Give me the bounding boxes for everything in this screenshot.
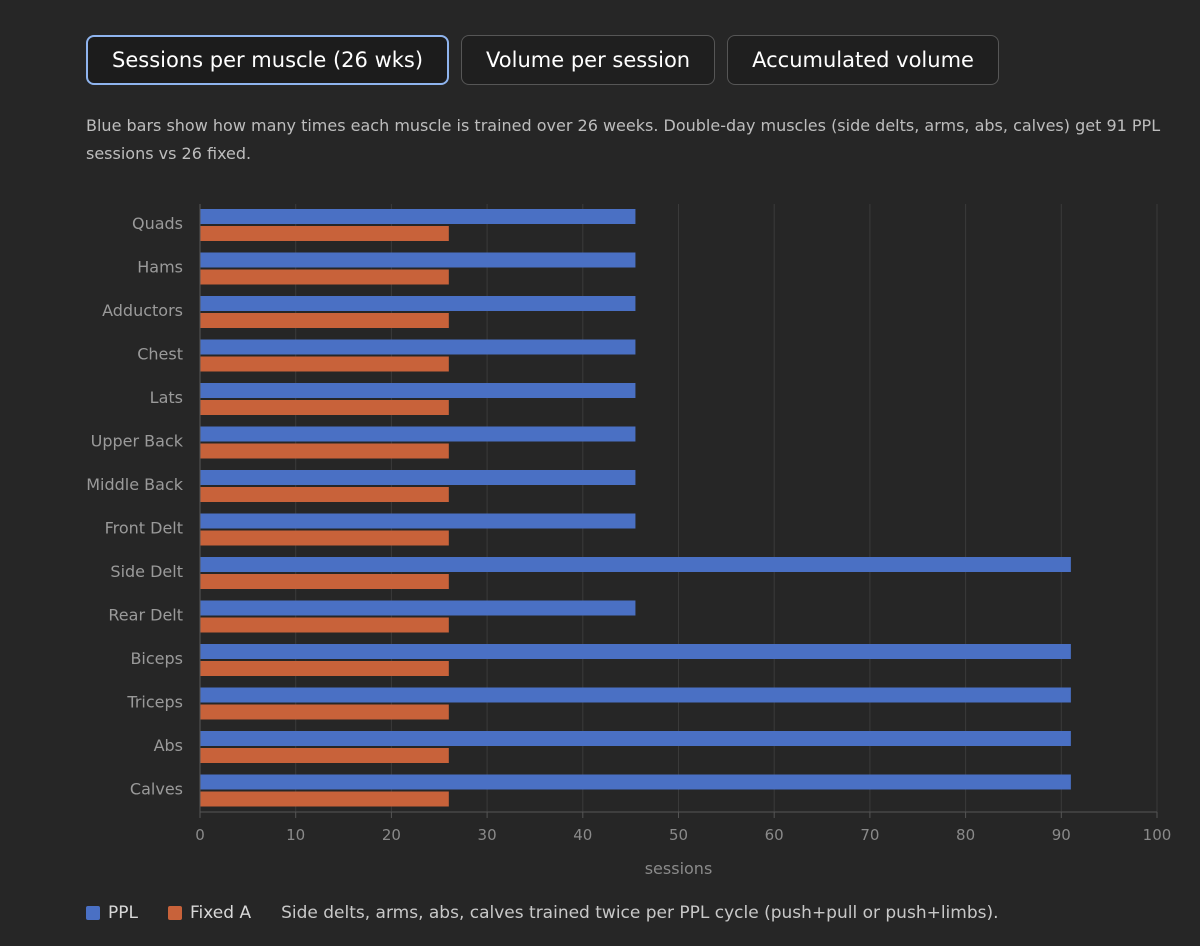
sessions-bar-chart: 0 10 20 30 40 50 60 70 80 90 100 Quads Hams Adductors… [86,204,1171,878]
legend-note: Side delts, arms, abs, calves trained tw… [281,903,999,923]
x-tick-label-40: 40 [573,826,592,844]
x-tick-label-50: 50 [669,826,688,844]
legend-label-fixed-a: Fixed A [189,903,252,923]
bar-fixed-a-rear-delt [200,617,449,633]
y-tick-label-calves: Calves [130,780,183,799]
tab-accumulated-volume[interactable]: Accumulated volume [727,35,999,85]
y-tick-label-triceps: Triceps [126,693,183,712]
bar-ppl-rear-delt [200,600,636,616]
grid-lines [199,204,1158,812]
chart-description: Blue bars show how many times each muscl… [86,116,1161,163]
y-tick-label-biceps: Biceps [130,649,183,668]
y-tick-label-lats: Lats [150,388,183,407]
bar-fixed-a-abs [200,748,449,763]
bar-ppl-biceps [200,644,1071,659]
y-tick-label-hams: Hams [137,258,183,277]
bar-ppl-hams [200,252,636,268]
bars [200,209,1071,807]
legend-label-ppl: PPL [108,903,138,923]
x-tick-label-100: 100 [1143,826,1172,844]
y-tick-label-side-delt: Side Delt [110,562,183,581]
x-tick-label-30: 30 [478,826,497,844]
bar-ppl-calves [200,774,1071,790]
y-tick-label-quads: Quads [132,214,183,233]
y-tick-label-front-delt: Front Delt [105,519,183,538]
legend-swatch-fixed-a [167,906,182,920]
y-tick-label-middle-back: Middle Back [86,475,184,494]
y-tick-label-rear-delt: Rear Delt [108,606,183,625]
y-tick-label-upper-back: Upper Back [91,432,184,451]
bar-fixed-a-biceps [200,661,449,676]
bar-ppl-upper-back [200,426,636,442]
bar-ppl-chest [200,339,636,355]
bar-fixed-a-front-delt [200,530,449,546]
bar-ppl-middle-back [200,470,636,485]
tab-volume-per-session[interactable]: Volume per session [461,35,716,85]
x-tick-label-0: 0 [195,826,205,844]
tab-sessions-per-muscle[interactable]: Sessions per muscle (26 wks) [86,35,450,85]
x-axis-label: sessions [645,859,713,878]
bar-ppl-lats [200,383,636,398]
bar-ppl-front-delt [200,513,636,529]
legend-item-ppl[interactable]: PPL [86,903,138,923]
x-tick-label-70: 70 [860,826,879,844]
bar-fixed-a-triceps [200,704,449,720]
legend-swatch-ppl [86,906,100,920]
bar-ppl-adductors [200,296,636,311]
y-tick-label-adductors: Adductors [102,301,183,320]
y-tick-label-abs: Abs [154,736,183,755]
x-tick-label-90: 90 [1052,826,1071,844]
bar-ppl-quads [200,209,636,224]
bar-fixed-a-middle-back [200,487,449,502]
bar-ppl-abs [200,731,1071,746]
x-tick-label-80: 80 [956,826,975,844]
x-tick-label-60: 60 [765,826,784,844]
bar-fixed-a-adductors [200,313,449,328]
bar-fixed-a-calves [200,791,449,807]
y-tick-label-chest: Chest [137,345,183,364]
x-tick-label-10: 10 [286,826,305,844]
bar-ppl-side-delt [200,557,1071,572]
bar-fixed-a-upper-back [200,443,449,459]
bar-fixed-a-quads [200,226,449,241]
axes: 0 10 20 30 40 50 60 70 80 90 100 Quads Hams Adductors… [86,204,1171,844]
bar-fixed-a-chest [200,356,449,372]
bar-fixed-a-hams [200,269,449,285]
tab-bar: Sessions per muscle (26 wks) Volume per … [86,35,999,85]
bar-fixed-a-side-delt [200,574,449,589]
legend-item-fixed-a[interactable]: Fixed A [167,903,252,923]
legend: PPL Fixed A Side delts, arms, abs, calve… [86,903,999,923]
bar-fixed-a-lats [200,400,449,415]
bar-ppl-triceps [200,687,1071,703]
x-tick-label-20: 20 [382,826,401,844]
